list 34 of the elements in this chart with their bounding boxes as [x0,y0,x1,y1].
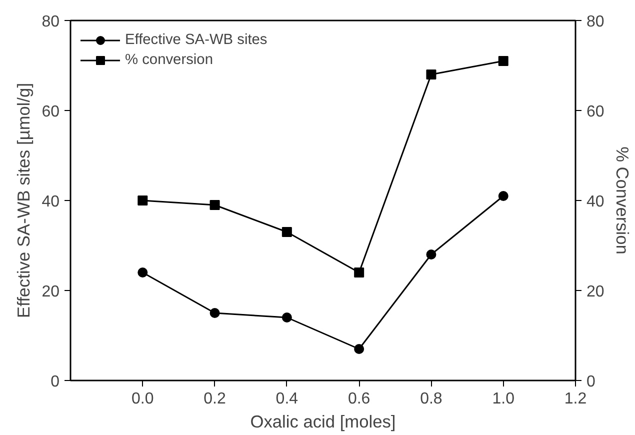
legend-label: Effective SA-WB sites [125,32,268,48]
y2-tick-label: 20 [586,284,604,300]
point [282,227,292,237]
x-axis-title: Oxalic acid [moles] [250,412,396,432]
point [210,308,220,318]
point [354,344,364,354]
point [138,196,148,206]
y-tick-label: 60 [42,104,60,120]
point [426,250,436,260]
point [138,268,148,278]
x-tick-label: 0.0 [132,390,154,408]
x-tick-label: 1.0 [492,390,515,408]
y2-tick-label: 40 [586,194,604,210]
x-tick-label: 0.2 [204,390,226,408]
y2-tick-label: 80 [586,14,604,30]
x-tick-label: 1.2 [564,390,587,408]
x-tick-label: 0.4 [276,390,298,408]
x-tick-label: 0.8 [420,390,442,408]
point [498,191,508,201]
point [282,312,292,322]
point [354,268,364,278]
y-tick-label: 0 [50,374,60,390]
point [210,200,220,210]
point [498,56,508,66]
point [426,70,436,80]
y-tick-label: 20 [42,284,60,300]
y-tick-label: 80 [42,14,60,30]
y-tick-label: 40 [42,194,60,210]
y2-tick-label: 60 [586,104,604,120]
y-axis-title: Effective SA-WB sites [µmol/g] [14,83,34,318]
x-tick-label: 0.6 [348,390,370,408]
y2-tick-label: 0 [586,374,596,390]
y2-axis-title: % Conversion [612,146,632,254]
legend-label: % conversion [125,52,213,68]
